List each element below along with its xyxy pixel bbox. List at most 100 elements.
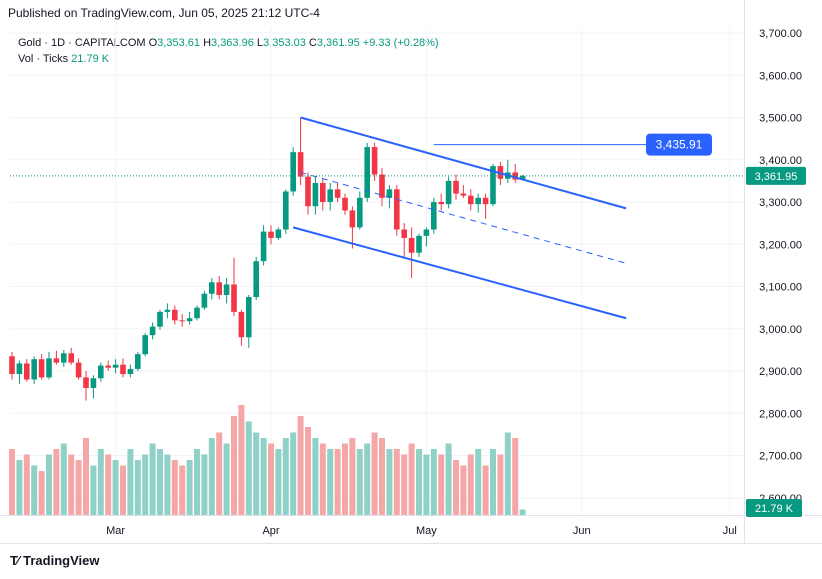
x-tick-label: May — [416, 525, 437, 537]
volume-bar — [467, 454, 474, 515]
candle-body — [112, 364, 119, 368]
candle-body — [431, 202, 437, 230]
candle-body — [297, 152, 304, 177]
volume-bar — [31, 465, 38, 515]
candle-body — [445, 180, 452, 205]
y-tick-label: 2,900.00 — [759, 366, 802, 378]
volume-key[interactable]: Vol · Ticks — [18, 53, 69, 65]
candle-body — [120, 364, 126, 375]
candle-body — [142, 335, 148, 355]
volume-bar — [253, 432, 260, 515]
volume-bar — [179, 465, 186, 515]
volume-bar — [149, 443, 156, 515]
volume-bar — [356, 449, 363, 515]
volume-badge — [746, 499, 802, 517]
candle-body — [75, 362, 82, 378]
x-tick-label: Jun — [573, 525, 591, 537]
volume-bar — [231, 416, 237, 515]
candle-body — [31, 359, 37, 380]
candle-body — [438, 202, 444, 205]
candle-body — [379, 174, 385, 198]
last-price-label: 3,361.95 — [755, 171, 798, 183]
candle-body — [327, 189, 333, 203]
volume-bar — [371, 432, 378, 515]
candle-body — [342, 197, 348, 211]
volume-bar — [16, 460, 23, 515]
candle-body — [364, 147, 370, 198]
candle-body — [83, 377, 89, 388]
candle-body — [401, 229, 407, 238]
volume-bar — [482, 465, 489, 515]
volume-bar — [38, 471, 45, 515]
symbol-label[interactable]: Gold · 1D · CAPITALCOM — [18, 37, 146, 49]
volume-bar — [423, 454, 430, 515]
channel-lower-line[interactable] — [292, 226, 627, 320]
volume-bar — [297, 416, 304, 515]
candle-body — [253, 261, 259, 298]
low-key: L — [256, 37, 264, 49]
volume-bar — [275, 449, 282, 515]
high-key: H — [203, 37, 212, 49]
low-value: 3,353.03 — [263, 37, 306, 49]
y-tick-label: 3,100.00 — [759, 282, 802, 294]
x-tick-label: Apr — [262, 525, 279, 537]
candle-body — [216, 282, 222, 295]
volume-bar — [497, 454, 504, 515]
x-tick-label: Mar — [106, 525, 125, 537]
volume-bar — [9, 449, 15, 515]
volume-bar — [83, 438, 89, 515]
candle-body — [349, 210, 356, 228]
volume-bar — [238, 405, 245, 515]
volume-bar — [305, 427, 311, 515]
candle-body — [90, 378, 97, 388]
candle-body — [105, 365, 111, 368]
volume-bar — [430, 449, 437, 515]
published-caption: Published on TradingView.com, Jun 05, 20… — [8, 6, 320, 20]
target-badge[interactable] — [646, 133, 712, 156]
candle-body — [386, 189, 393, 198]
volume-bar — [208, 438, 215, 515]
candle-body — [305, 176, 311, 207]
volume-bar — [127, 449, 134, 515]
candle-body — [246, 297, 252, 338]
volume-bar — [90, 465, 97, 515]
candle-body — [468, 195, 474, 205]
candle-body — [164, 309, 171, 312]
legend-volume-row: Vol · Ticks 21.79 K — [18, 51, 439, 67]
candle-body — [312, 183, 319, 207]
volume-value: 21.79 K — [71, 53, 110, 65]
candle-body — [223, 284, 230, 295]
candle-body — [371, 147, 378, 175]
volume-bar — [223, 443, 230, 515]
candle-body — [209, 282, 215, 294]
volume-bar — [216, 432, 223, 515]
volume-bar — [260, 438, 267, 515]
candle-body — [172, 309, 178, 321]
volume-bar — [194, 449, 200, 515]
volume-bar — [60, 443, 67, 515]
volume-bar — [364, 443, 371, 515]
candle-body — [490, 166, 496, 205]
volume-bar — [105, 454, 112, 515]
volume-bar — [475, 449, 482, 515]
candle-body — [46, 358, 52, 378]
candle-body — [283, 191, 289, 230]
volume-bar — [386, 449, 393, 515]
y-tick-label: 3,200.00 — [759, 239, 802, 251]
volume-bar — [112, 460, 119, 515]
channel-upper-line[interactable] — [300, 116, 627, 210]
legend-price-row: Gold · 1D · CAPITALCOM O3,353.61 H3,363.… — [18, 35, 439, 51]
tradingview-logo[interactable]: T⁄ TradingView — [10, 553, 99, 568]
volume-bar — [312, 438, 319, 515]
chart-legend: Gold · 1D · CAPITALCOM O3,353.61 H3,363.… — [18, 35, 439, 67]
volume-bar — [75, 460, 82, 515]
volume-bar — [393, 449, 400, 515]
volume-bar — [460, 465, 467, 515]
volume-bar — [68, 454, 75, 515]
candle-body — [38, 359, 45, 378]
volume-bar — [201, 454, 208, 515]
channel-mid-line[interactable] — [300, 171, 627, 264]
volume-bar — [23, 454, 30, 515]
candle-body — [408, 237, 415, 253]
